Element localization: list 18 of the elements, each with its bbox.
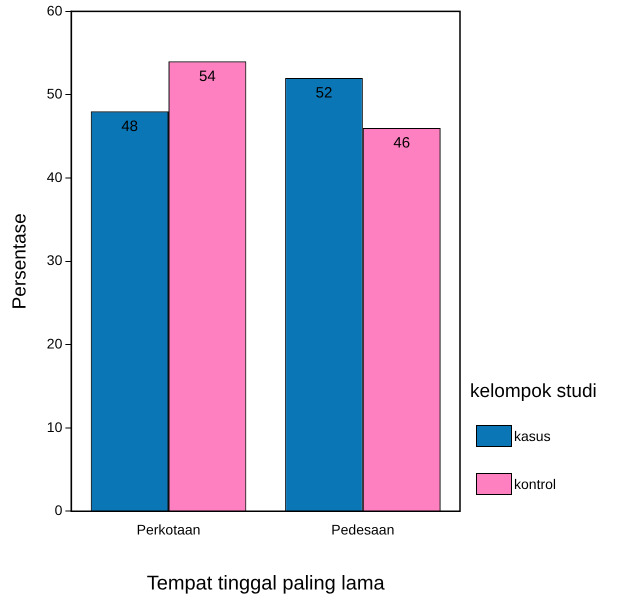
legend-label: kontrol <box>514 476 556 492</box>
y-tick-label: 20 <box>46 335 63 352</box>
y-tick-label: 10 <box>46 418 63 435</box>
legend-title: kelompok studi <box>470 381 597 404</box>
y-tick-label: 50 <box>46 86 63 102</box>
data-label: 48 <box>121 118 138 135</box>
y-tick-label: 60 <box>46 2 63 18</box>
x-tick-label: Pedesaan <box>331 521 394 538</box>
data-label: 54 <box>199 68 216 86</box>
legend-label: kasus <box>514 428 551 444</box>
x-tick-label: Perkotaan <box>136 521 200 538</box>
data-label: 52 <box>316 84 332 102</box>
y-tick-label: 0 <box>54 502 63 518</box>
x-axis-title: Tempat tinggal paling lama <box>146 572 386 595</box>
y-tick-label: 30 <box>46 252 63 268</box>
y-tick-label: 40 <box>46 168 63 185</box>
data-label: 46 <box>393 134 410 152</box>
y-axis-title: Persentase <box>10 213 31 310</box>
